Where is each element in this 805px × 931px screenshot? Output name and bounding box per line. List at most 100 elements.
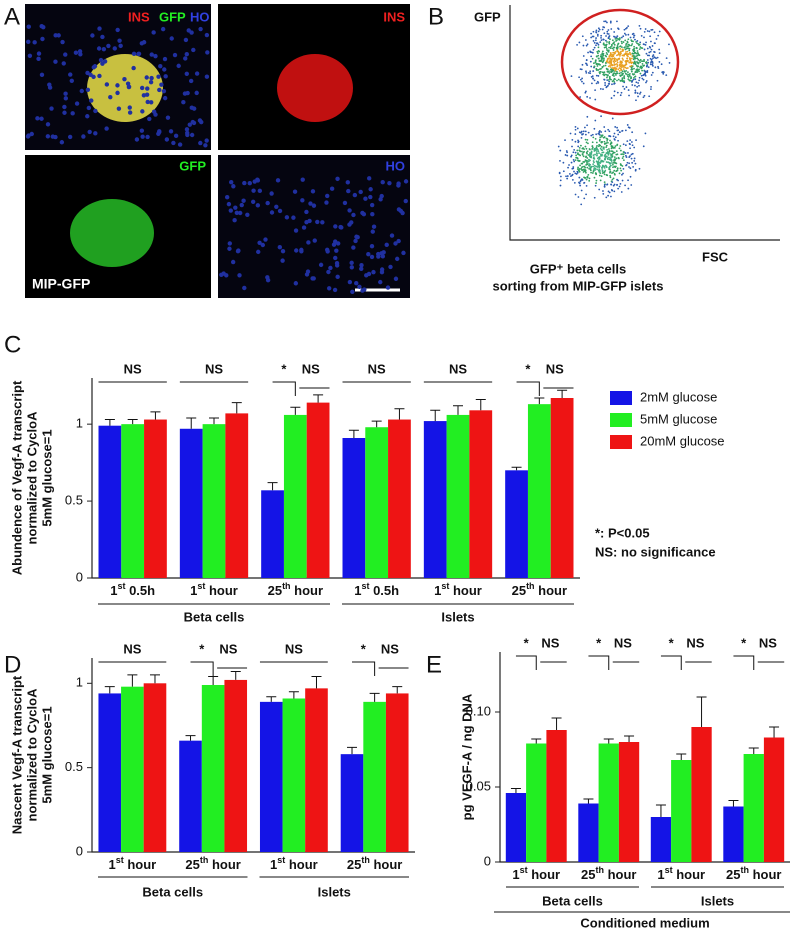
event — [607, 156, 610, 159]
event — [628, 47, 631, 50]
event — [651, 45, 654, 47]
nucleus — [190, 119, 196, 125]
event — [590, 65, 593, 68]
event — [624, 154, 627, 157]
event — [583, 197, 586, 200]
significance-line — [660, 655, 682, 670]
bar — [225, 413, 249, 578]
event — [615, 157, 618, 160]
nucleus — [188, 78, 194, 84]
event — [625, 51, 627, 53]
event — [610, 55, 613, 58]
bar — [546, 730, 567, 862]
error-bar — [583, 798, 594, 804]
event — [603, 148, 605, 150]
event — [627, 44, 630, 46]
event — [596, 168, 598, 171]
event — [582, 165, 584, 168]
event — [600, 134, 603, 137]
event — [632, 36, 635, 39]
event — [653, 42, 656, 45]
nucleus — [315, 219, 320, 225]
nucleus — [363, 196, 368, 201]
nucleus — [118, 43, 123, 49]
nucleus — [299, 247, 304, 253]
x-tick-label: 1st hour — [434, 581, 482, 598]
nucleus — [140, 134, 145, 139]
bar — [224, 679, 248, 852]
event — [594, 60, 597, 62]
error-bar — [430, 409, 441, 422]
event — [623, 88, 626, 90]
event — [595, 173, 598, 176]
event — [604, 84, 607, 87]
event — [619, 94, 622, 97]
panel-label: E — [426, 651, 442, 678]
nucleus — [354, 281, 359, 286]
nucleus — [333, 224, 338, 229]
event — [646, 69, 649, 72]
event — [658, 30, 661, 33]
event — [578, 146, 581, 149]
event — [624, 144, 627, 147]
event — [631, 79, 634, 82]
nucleus — [136, 51, 142, 56]
event — [601, 52, 604, 55]
nucleus — [163, 74, 168, 79]
nucleus — [335, 241, 341, 246]
error-bar — [104, 686, 115, 694]
event — [606, 59, 609, 61]
nucleus — [172, 52, 178, 58]
event — [576, 157, 579, 160]
nucleus — [366, 176, 372, 181]
event — [617, 43, 619, 46]
event — [623, 75, 626, 77]
event — [612, 166, 614, 169]
bar — [98, 425, 122, 578]
event — [608, 60, 611, 63]
event — [632, 52, 635, 55]
event — [620, 64, 623, 67]
group-label: Beta cells — [542, 893, 603, 908]
y-tick-label: 0.5 — [65, 493, 83, 508]
event — [613, 59, 616, 62]
event — [645, 65, 648, 67]
nucleus — [198, 140, 203, 146]
event — [593, 41, 596, 44]
significance: NS — [449, 361, 467, 376]
event — [579, 78, 582, 81]
event — [579, 184, 582, 187]
axis — [509, 5, 780, 241]
event — [604, 20, 607, 23]
event — [657, 65, 659, 68]
nucleus — [160, 26, 166, 32]
bar — [723, 806, 744, 862]
nucleus — [32, 40, 37, 45]
nucleus — [125, 81, 131, 86]
event — [599, 63, 601, 66]
nucleus — [204, 138, 209, 143]
y-axis-label: normalized to CycloA — [24, 688, 39, 822]
nucleus — [161, 88, 167, 94]
nucleus — [191, 47, 196, 53]
x-tick-label: 25th hour — [726, 865, 781, 882]
event — [614, 50, 617, 53]
x-tick-label: 25th hour — [581, 865, 636, 882]
event — [635, 55, 638, 58]
event — [597, 43, 600, 46]
event — [646, 71, 649, 74]
event — [636, 57, 639, 60]
event — [586, 43, 589, 46]
event — [581, 153, 584, 155]
event — [630, 141, 633, 143]
nucleus — [147, 116, 152, 122]
event — [634, 57, 637, 60]
event — [559, 179, 562, 182]
event — [597, 63, 600, 66]
event — [601, 55, 604, 58]
nucleus — [224, 195, 230, 200]
event — [608, 80, 611, 83]
event — [638, 76, 641, 79]
event — [625, 44, 627, 46]
event — [626, 50, 629, 53]
